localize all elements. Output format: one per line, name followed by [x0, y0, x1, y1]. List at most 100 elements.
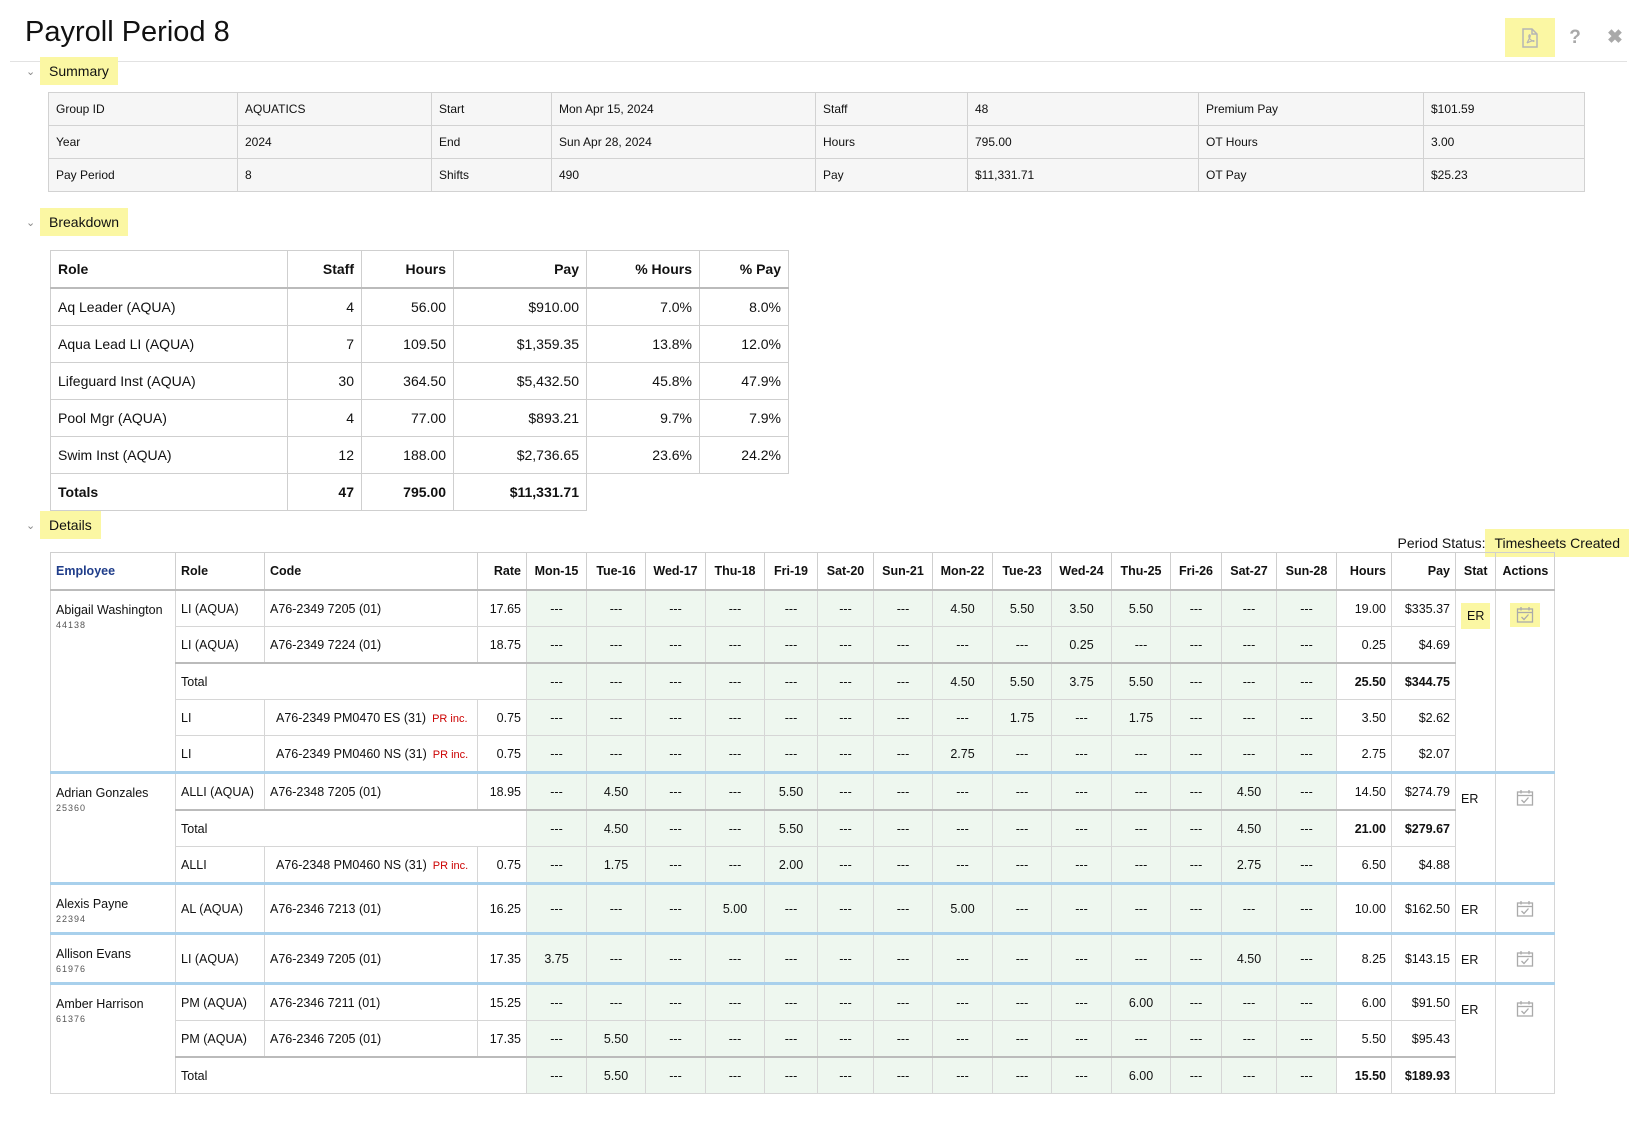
day-cell: ---	[1170, 771, 1222, 811]
day-cell: ---	[526, 882, 587, 934]
period-status-label: Period Status:	[1397, 535, 1486, 551]
pay-cell: $162.50	[1391, 882, 1456, 934]
details-header: Thu-18	[705, 552, 765, 591]
period-status: Period Status: Timesheets Created	[1398, 529, 1629, 557]
day-cell: ---	[1170, 846, 1222, 884]
stat-cell: ER	[1454, 932, 1497, 984]
details-header: Sun-28	[1276, 552, 1337, 591]
employee-name[interactable]: Allison Evans	[56, 947, 132, 961]
day-cell: ---	[1051, 882, 1112, 934]
day-cell: 1.75	[586, 846, 646, 884]
summary-table: Premium Pay $101.59 OT Hours 3.00 OT Pay $25.…	[1198, 92, 1585, 192]
pdf-button[interactable]	[1505, 18, 1555, 57]
calendar-check-icon[interactable]	[1510, 947, 1540, 971]
day-cell: ---	[705, 809, 765, 847]
details-header: Mon-15	[526, 552, 587, 591]
stat-badge: ER	[1461, 1003, 1479, 1017]
calendar-check-icon[interactable]	[1510, 786, 1540, 810]
day-cell: 5.50	[1111, 662, 1171, 700]
employee-name[interactable]: Amber Harrison	[56, 997, 144, 1011]
day-cell: ---	[1276, 699, 1337, 736]
details-header: Sat-27	[1221, 552, 1277, 591]
stat-badge: ER	[1461, 603, 1491, 629]
breakdown-section-header[interactable]: ⌄ Breakdown	[26, 208, 129, 236]
pay-cell: $274.79	[1391, 771, 1456, 811]
calendar-check-icon[interactable]	[1510, 603, 1541, 627]
day-cell: ---	[1276, 846, 1337, 884]
day-cell: 3.75	[526, 932, 587, 984]
details-header: Thu-25	[1111, 552, 1171, 591]
summary-row: Pay Period 8	[48, 158, 433, 192]
employee-cell: Allison Evans 61976	[50, 932, 176, 984]
employee-column-header[interactable]: Employee	[50, 552, 176, 591]
breakdown-cell: Aq Leader (AQUA)	[50, 287, 288, 326]
details-header: Sun-21	[873, 552, 933, 591]
day-cell: ---	[645, 662, 706, 700]
day-cell: ---	[1276, 662, 1337, 700]
breakdown-header: Role	[50, 250, 288, 289]
day-cell: ---	[992, 932, 1052, 984]
pay-cell: $279.67	[1391, 809, 1456, 847]
summary-value: 8	[237, 158, 433, 192]
day-cell: ---	[526, 662, 587, 700]
breakdown-row: Swim Inst (AQUA) 12 188.00 $2,736.65 23.6% 24…	[50, 436, 789, 474]
day-cell: 1.75	[1111, 699, 1171, 736]
code-cell: A76-2348 7205 (01)	[264, 771, 478, 811]
summary-table: Start Mon Apr 15, 2024 End Sun Apr 28, 2024…	[431, 92, 818, 192]
summary-value: $25.23	[1423, 158, 1585, 192]
breakdown-header: Hours	[361, 250, 454, 289]
summary-value: 795.00	[967, 125, 1200, 159]
details-header: Tue-16	[586, 552, 646, 591]
rate-cell: 16.25	[477, 882, 527, 934]
day-cell: ---	[526, 589, 587, 627]
help-icon[interactable]: ?	[1569, 26, 1581, 48]
day-cell: ---	[873, 809, 933, 847]
day-cell: ---	[1170, 982, 1222, 1021]
hours-cell: 2.75	[1336, 735, 1392, 773]
code-cell: A76-2349 7205 (01)	[264, 932, 478, 984]
day-cell: ---	[1276, 932, 1337, 984]
breakdown-cell: 109.50	[361, 325, 454, 363]
employee-cell: Abigail Washington 44138	[50, 589, 176, 773]
employee-name[interactable]: Adrian Gonzales	[56, 786, 149, 800]
calendar-check-icon[interactable]	[1510, 897, 1540, 921]
day-cell: ---	[705, 1020, 765, 1058]
details-row: Abigail Washington 44138 LI (AQUA) A76-2349…	[50, 589, 1556, 773]
day-cell: ---	[1276, 771, 1337, 811]
close-icon[interactable]: ✖	[1607, 27, 1623, 48]
breakdown-header: % Hours	[586, 250, 700, 289]
rate-cell: 18.95	[477, 771, 527, 811]
employee-name[interactable]: Alexis Payne	[56, 897, 129, 911]
day-cell: ---	[645, 882, 706, 934]
day-cell: 5.50	[764, 771, 818, 811]
day-cell: ---	[764, 882, 818, 934]
employee-cell: Alexis Payne 22394	[50, 882, 176, 934]
day-cell: ---	[932, 1056, 993, 1094]
calendar-check-icon[interactable]	[1510, 997, 1540, 1021]
details-row: LI A76-2349 PM0460 NS (31) PR inc. 0.75 --- -…	[51, 735, 1555, 773]
summary-section-header[interactable]: ⌄ Summary	[26, 57, 118, 85]
details-row: PM (AQUA) A76-2346 7205 (01) 17.35 --- 5.50-…	[51, 1020, 1555, 1058]
day-cell: ---	[873, 882, 933, 934]
chevron-down-icon: ⌄	[26, 65, 36, 78]
stat-badge: ER	[1461, 903, 1479, 917]
day-cell: ---	[1221, 1020, 1277, 1058]
day-cell: ---	[1051, 846, 1112, 884]
breakdown-cell: 4	[287, 287, 362, 326]
details-section-header[interactable]: ⌄ Details	[26, 511, 101, 539]
employee-name[interactable]: Abigail Washington	[56, 603, 163, 617]
day-cell: 4.50	[932, 662, 993, 700]
day-cell: 2.00	[764, 846, 818, 884]
day-cell: ---	[817, 982, 874, 1021]
details-table: Employee Role Code Rate Mon-15 Tue-16 Wed-17 Th…	[50, 552, 1556, 1094]
day-cell: ---	[1051, 982, 1112, 1021]
day-cell: ---	[873, 662, 933, 700]
details-header: Fri-26	[1170, 552, 1222, 591]
day-cell: ---	[817, 662, 874, 700]
employee-id: 44138	[56, 620, 87, 630]
day-cell: ---	[586, 699, 646, 736]
details-header: Fri-19	[764, 552, 818, 591]
details-header: Hours	[1336, 552, 1392, 591]
day-cell: ---	[1221, 1056, 1277, 1094]
stat-cell: ER	[1454, 982, 1497, 1094]
